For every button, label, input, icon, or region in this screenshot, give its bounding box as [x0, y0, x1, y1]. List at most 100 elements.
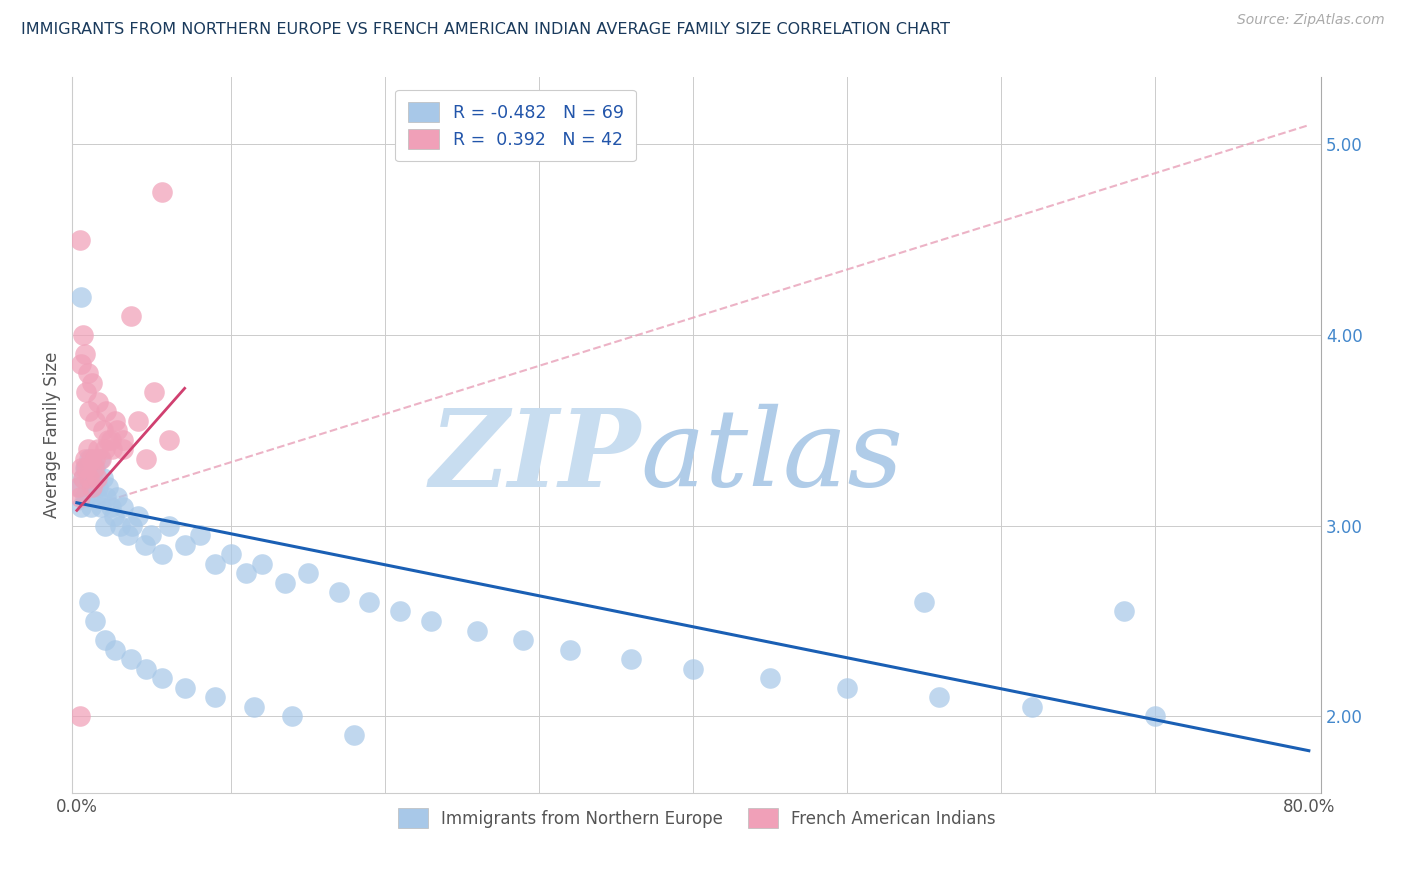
Point [835, 681, 858, 695]
Point [297, 566, 319, 581]
Point [1143, 709, 1166, 723]
Point [97, 433, 120, 447]
Point [682, 662, 704, 676]
Point [73, 461, 96, 475]
Point [91, 423, 114, 437]
Point [82, 471, 104, 485]
Point [70, 357, 93, 371]
Point [150, 671, 173, 685]
Point [70, 500, 93, 514]
Legend: Immigrants from Northern Europe, French American Indians: Immigrants from Northern Europe, French … [391, 802, 1002, 834]
Text: IMMIGRANTS FROM NORTHERN EUROPE VS FRENCH AMERICAN INDIAN AVERAGE FAMILY SIZE CO: IMMIGRANTS FROM NORTHERN EUROPE VS FRENC… [21, 22, 950, 37]
Point [250, 557, 273, 571]
Point [389, 605, 412, 619]
Point [77, 451, 100, 466]
Point [135, 451, 157, 466]
Text: ZIP: ZIP [429, 403, 641, 509]
Text: atlas: atlas [641, 404, 904, 509]
Point [173, 681, 195, 695]
Point [91, 471, 114, 485]
Point [139, 528, 162, 542]
Point [620, 652, 643, 666]
Point [243, 699, 266, 714]
Point [93, 442, 115, 457]
Point [76, 366, 98, 380]
Point [101, 442, 124, 457]
Point [343, 728, 366, 742]
Point [188, 528, 211, 542]
Point [1021, 699, 1043, 714]
Point [359, 595, 381, 609]
Y-axis label: Average Family Size: Average Family Size [44, 351, 60, 518]
Point [173, 538, 195, 552]
Point [82, 376, 104, 390]
Point [87, 442, 110, 457]
Point [93, 518, 115, 533]
Point [112, 433, 135, 447]
Point [70, 461, 93, 475]
Point [69, 481, 91, 495]
Point [105, 423, 128, 437]
Point [157, 518, 180, 533]
Point [77, 404, 100, 418]
Point [150, 185, 173, 199]
Point [86, 490, 108, 504]
Point [912, 595, 935, 609]
Point [77, 471, 100, 485]
Point [120, 309, 142, 323]
Point [76, 442, 98, 457]
Point [219, 547, 242, 561]
Point [76, 481, 98, 495]
Point [83, 461, 105, 475]
Point [121, 518, 143, 533]
Point [84, 414, 107, 428]
Point [1112, 605, 1135, 619]
Point [70, 290, 93, 304]
Point [94, 404, 117, 418]
Point [135, 662, 157, 676]
Point [77, 595, 100, 609]
Point [150, 547, 173, 561]
Point [69, 233, 91, 247]
Point [104, 642, 127, 657]
Point [512, 633, 534, 648]
Point [112, 442, 135, 457]
Point [204, 557, 226, 571]
Point [281, 709, 304, 723]
Point [80, 451, 103, 466]
Point [112, 500, 135, 514]
Text: Source: ZipAtlas.com: Source: ZipAtlas.com [1237, 13, 1385, 28]
Point [104, 414, 127, 428]
Point [80, 500, 103, 514]
Point [83, 481, 105, 495]
Point [84, 451, 107, 466]
Point [134, 538, 156, 552]
Point [69, 490, 91, 504]
Point [235, 566, 257, 581]
Point [84, 614, 107, 628]
Point [90, 500, 112, 514]
Point [90, 451, 112, 466]
Point [100, 433, 122, 447]
Point [127, 509, 149, 524]
Point [204, 690, 226, 705]
Point [75, 461, 97, 475]
Point [87, 481, 110, 495]
Point [94, 490, 117, 504]
Point [73, 451, 96, 466]
Point [157, 433, 180, 447]
Point [72, 327, 94, 342]
Point [89, 451, 111, 466]
Point [928, 690, 950, 705]
Point [93, 633, 115, 648]
Point [82, 481, 104, 495]
Point [117, 528, 139, 542]
Point [328, 585, 350, 599]
Point [103, 509, 125, 524]
Point [69, 709, 91, 723]
Point [97, 481, 120, 495]
Point [759, 671, 782, 685]
Point [465, 624, 488, 638]
Point [127, 414, 149, 428]
Point [100, 500, 122, 514]
